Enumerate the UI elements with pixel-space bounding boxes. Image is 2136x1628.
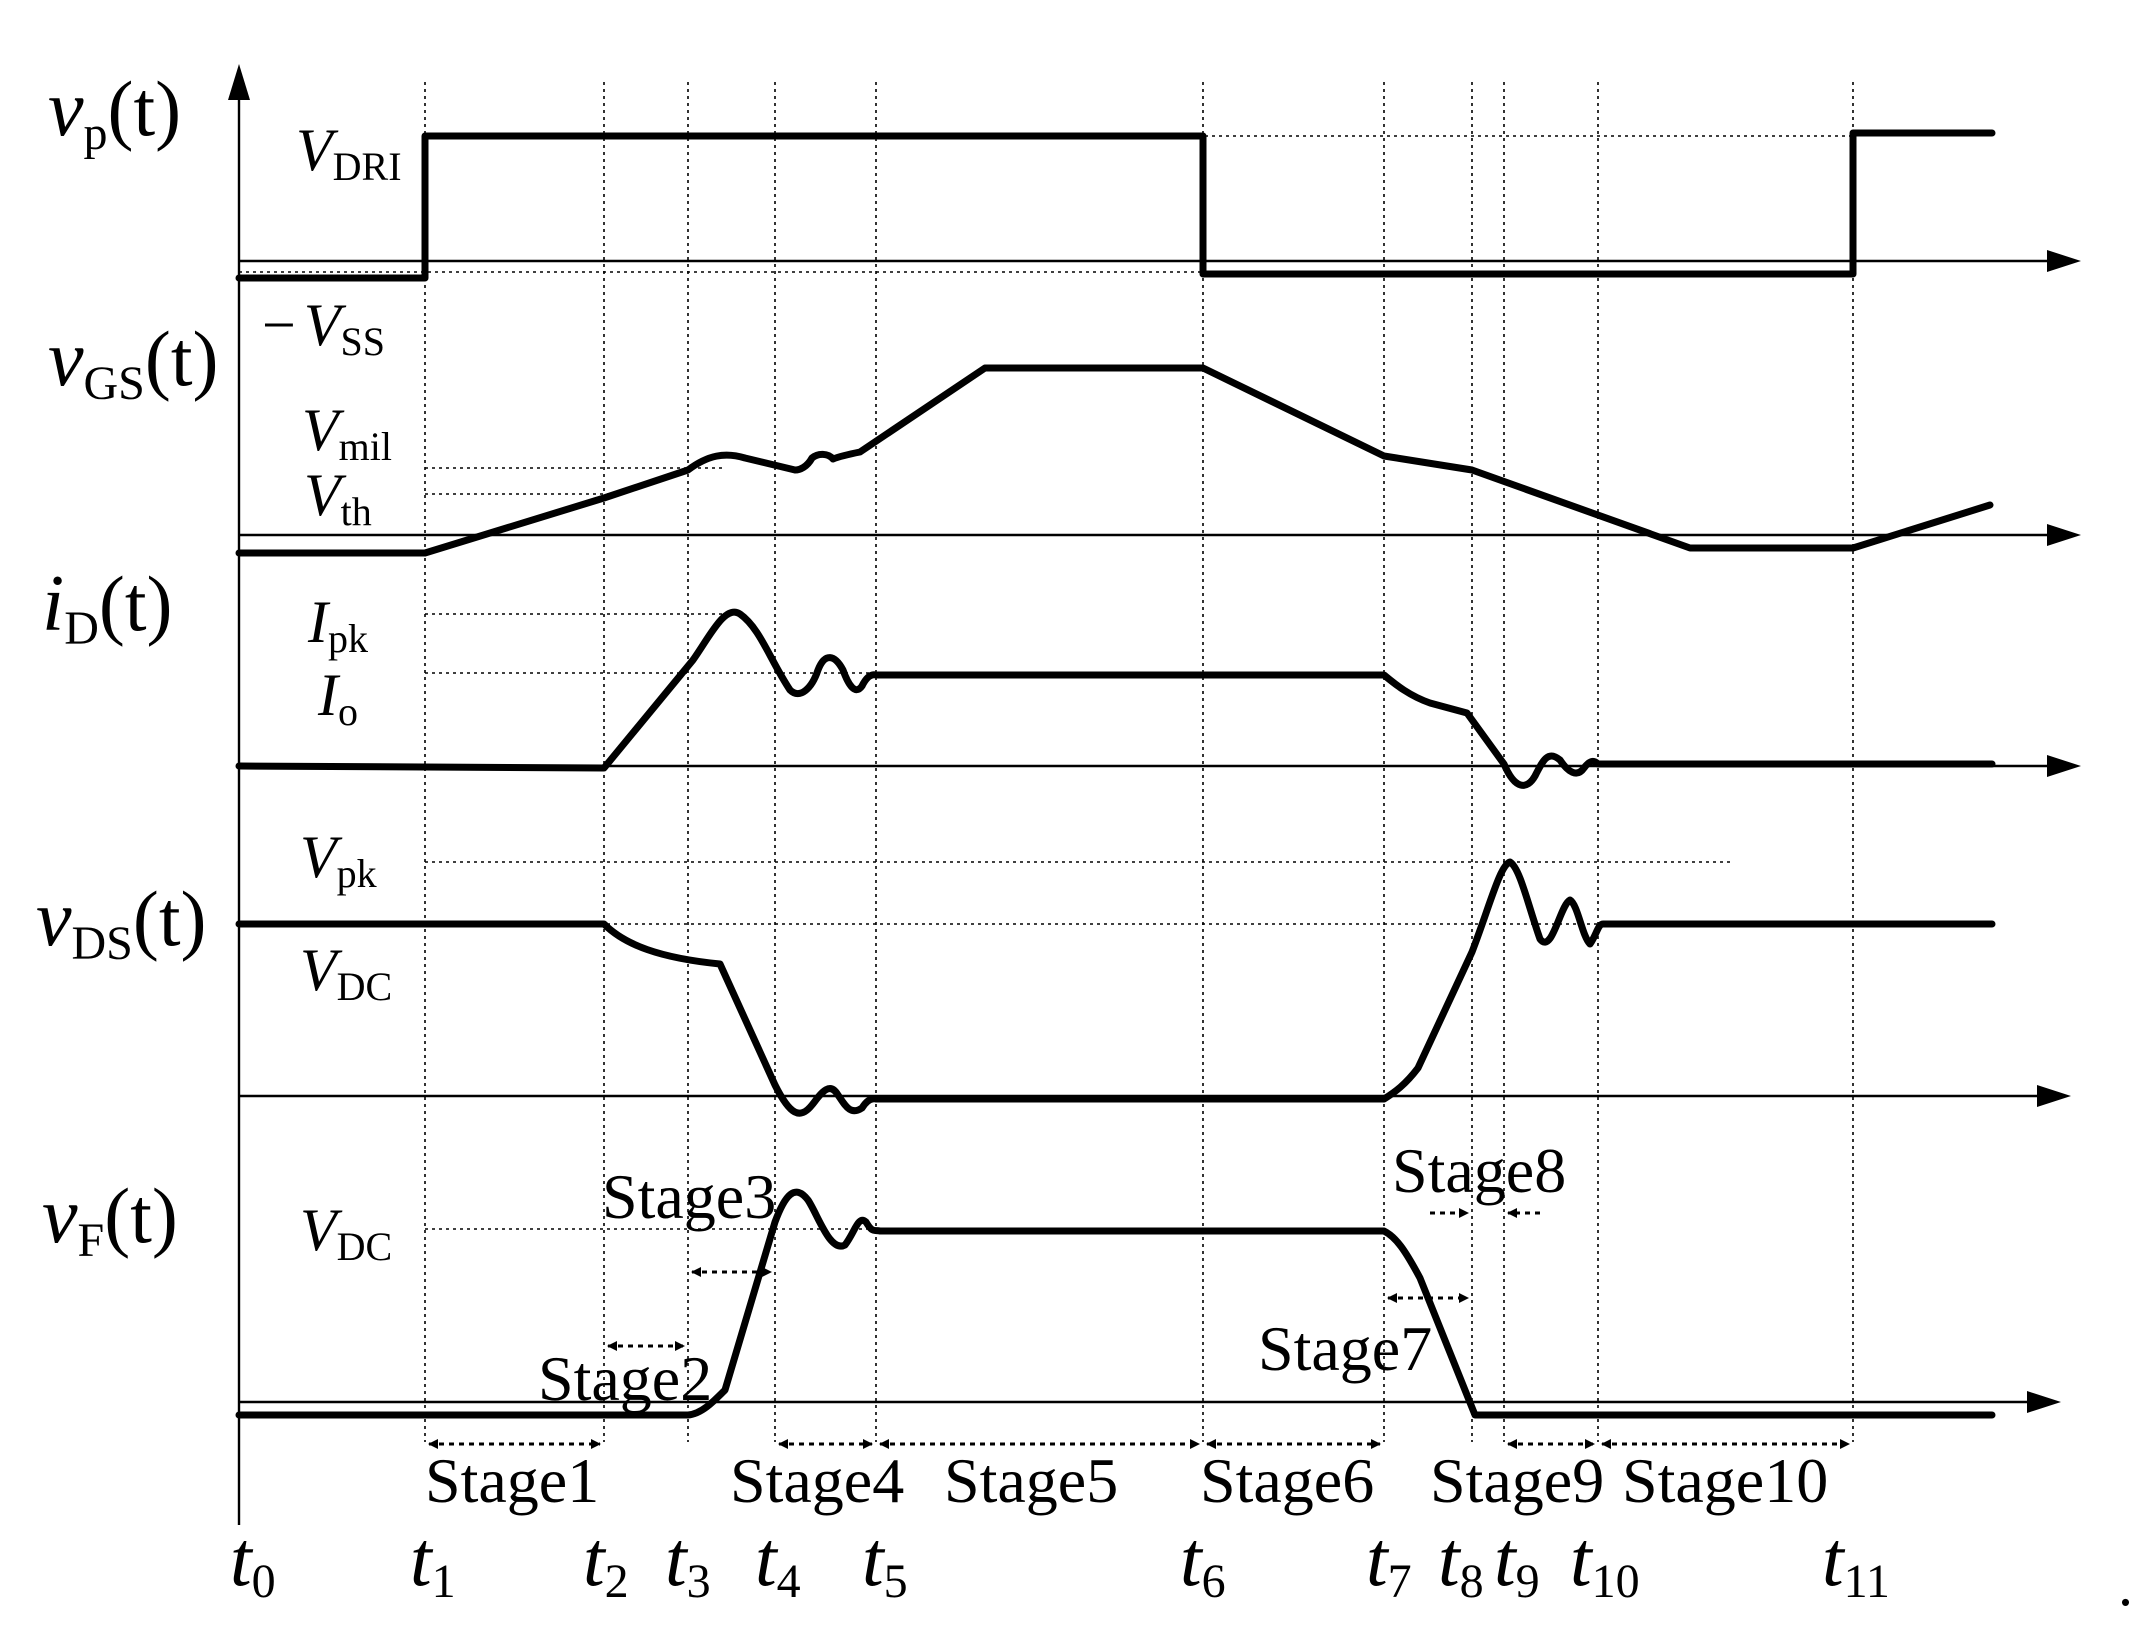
stage-label-2: Stage2 xyxy=(538,1343,712,1414)
stage-label-3: Stage3 xyxy=(602,1161,776,1232)
stage-span-arrows xyxy=(428,1208,1850,1449)
time-label-t1: t1 xyxy=(410,1515,456,1608)
stage-label-6: Stage6 xyxy=(1200,1445,1374,1516)
level-label-vdc-vf: VDC xyxy=(300,1197,392,1269)
vp-waveform xyxy=(235,129,1996,282)
level-label-vmil: Vmil xyxy=(302,397,392,469)
stage-label-1: Stage1 xyxy=(425,1445,599,1516)
svg-text:vp(t): vp(t) xyxy=(48,65,181,160)
svg-text:Vpk: Vpk xyxy=(300,824,377,896)
svg-text:Vmil: Vmil xyxy=(302,397,392,469)
svg-text:Ipk: Ipk xyxy=(307,589,368,661)
time-labels: t0 t1 t2 t3 t4 t5 t6 t7 t8 t9 t10 t11 xyxy=(230,1515,1890,1608)
svg-text:VDC: VDC xyxy=(300,1197,392,1269)
stage-label-8: Stage8 xyxy=(1392,1135,1566,1206)
time-label-t8: t8 xyxy=(1438,1515,1484,1608)
stage-label-10: Stage10 xyxy=(1622,1445,1828,1516)
level-label-vth: Vth xyxy=(304,462,372,534)
level-reference-lines xyxy=(239,135,1853,1230)
svg-text:VDRI: VDRI xyxy=(296,117,402,189)
time-label-t9: t9 xyxy=(1494,1515,1540,1608)
vf-waveform xyxy=(235,1188,1996,1419)
time-label-t6: t6 xyxy=(1180,1515,1226,1608)
time-label-t2: t2 xyxy=(583,1515,629,1608)
time-axis-vertical xyxy=(228,64,250,1525)
svg-text:vDS(t): vDS(t) xyxy=(36,875,207,970)
signal-label-vf: vF(t) xyxy=(42,1172,178,1267)
time-label-t5: t5 xyxy=(862,1515,908,1608)
vgs-waveform xyxy=(235,364,1994,557)
signal-label-vgs: vGS(t) xyxy=(48,315,219,410)
stage-label-4: Stage4 xyxy=(730,1445,904,1516)
time-label-t3: t3 xyxy=(665,1515,711,1608)
signal-label-id: iD(t) xyxy=(42,560,173,655)
level-label-vss: − VSS xyxy=(262,292,385,364)
level-label-io: Io xyxy=(317,662,358,734)
time-label-t0: t0 xyxy=(230,1515,276,1608)
trace-axes xyxy=(239,250,2081,1413)
svg-text:vF(t): vF(t) xyxy=(42,1172,178,1267)
level-label-ipk: Ipk xyxy=(307,589,368,661)
vds-waveform xyxy=(235,858,1996,1117)
trailing-period: . xyxy=(2118,1552,2133,1618)
time-label-t4: t4 xyxy=(755,1515,801,1608)
time-label-t11: t11 xyxy=(1822,1515,1890,1608)
time-label-t7: t7 xyxy=(1366,1515,1412,1608)
svg-text:Io: Io xyxy=(317,662,358,734)
level-label-vdc-vds: VDC xyxy=(300,937,392,1009)
svg-text:−VSS: − VSS xyxy=(262,292,385,364)
svg-text:iD(t): iD(t) xyxy=(42,560,173,655)
signal-label-vp: vp(t) xyxy=(48,65,181,160)
stage-label-9: Stage9 xyxy=(1430,1445,1604,1516)
svg-text:Vth: Vth xyxy=(304,462,372,534)
time-label-t10: t10 xyxy=(1570,1515,1640,1608)
level-label-vpk: Vpk xyxy=(300,824,377,896)
signal-label-vds: vDS(t) xyxy=(36,875,207,970)
id-waveform xyxy=(235,608,1996,789)
stage-label-7: Stage7 xyxy=(1258,1313,1432,1384)
svg-text:vGS(t): vGS(t) xyxy=(48,315,219,410)
stage-label-5: Stage5 xyxy=(944,1445,1118,1516)
svg-text:VDC: VDC xyxy=(300,937,392,1009)
level-label-vdri: VDRI xyxy=(296,117,402,189)
